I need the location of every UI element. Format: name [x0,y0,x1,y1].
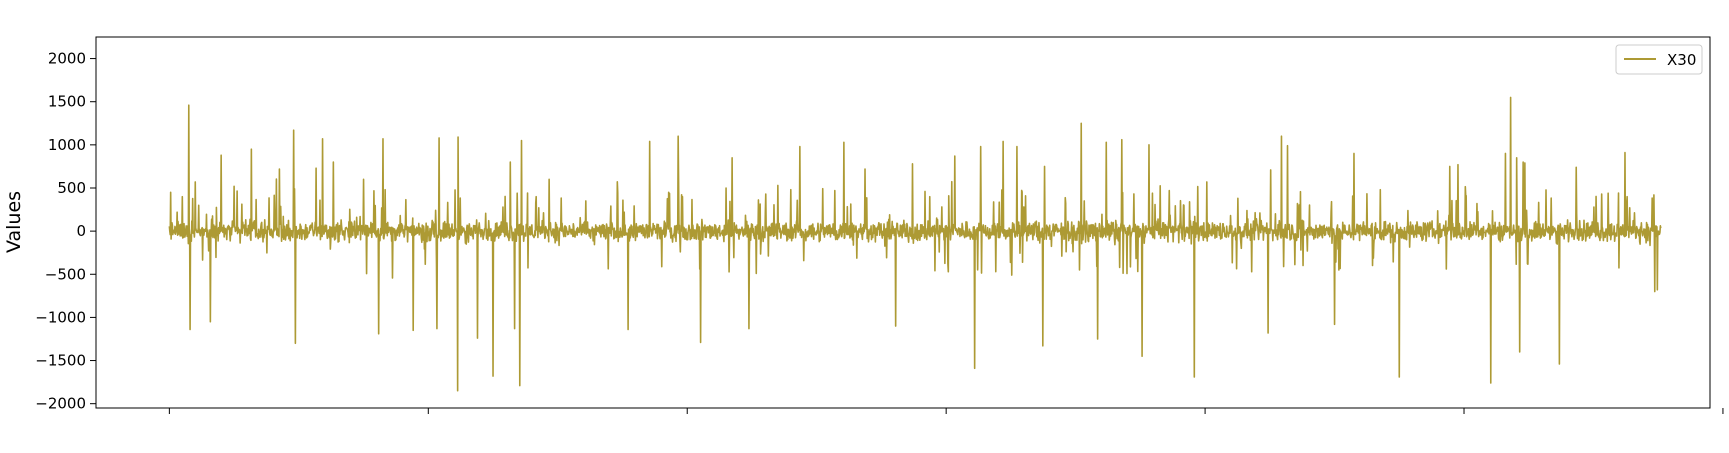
y-tick-label: −1000 [35,308,86,326]
y-tick-label: 0 [76,222,86,240]
y-tick-label: 500 [57,179,86,197]
y-tick-label: −1500 [35,352,86,370]
y-axis-label-group: Values [3,191,25,253]
legend: X30 [1615,44,1703,75]
y-axis-label: Values [3,191,25,253]
y-axis-ticks: 2000 1500 1000 500 0 −500 −1000 −1500 −2000 [35,50,96,413]
y-tick-label: 1000 [48,136,86,154]
x-axis-ticks [168,408,1724,414]
y-tick-label: 1500 [48,93,86,111]
plot-frame [95,36,1711,409]
series-line-x30 [168,96,1662,392]
legend-label-x30: X30 [1667,51,1696,69]
legend-box [1615,44,1703,75]
y-tick-label: −2000 [35,395,86,413]
y-tick-label: 2000 [48,50,86,68]
y-tick-label: −500 [45,265,86,283]
